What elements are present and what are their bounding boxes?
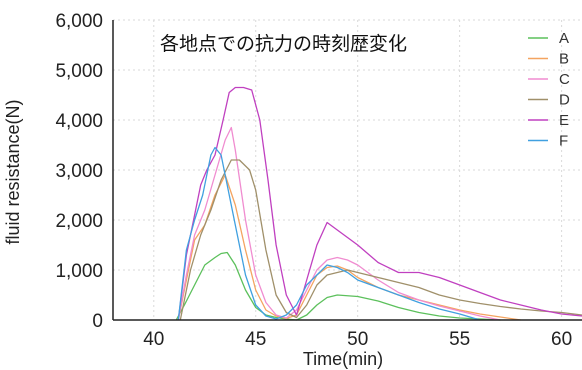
legend-label-d: D: [559, 92, 570, 109]
y-tick-label: 3,000: [55, 161, 103, 182]
grid-lines: [113, 19, 582, 320]
x-tick-label: 55: [449, 329, 470, 350]
series-line-e: [177, 86, 582, 321]
tick-labels: 40 45 50 55 60 0 1,000 2,000 3,000 4,000 5,000 6,00…: [55, 11, 572, 350]
y-tick-label: 1,000: [55, 261, 103, 282]
legend-label-e: E: [559, 112, 569, 129]
legend-label-f: F: [559, 133, 568, 150]
series-lines: [175, 86, 582, 321]
legend-label-c: C: [559, 71, 570, 88]
y-axis-title: fluid resistance(N): [3, 99, 23, 244]
y-tick-label: 0: [92, 311, 103, 332]
axes: [112, 20, 582, 321]
legend-label-a: A: [559, 30, 569, 47]
series-line-c: [177, 126, 501, 321]
series-line-f: [177, 146, 481, 321]
x-tick-label: 50: [347, 329, 368, 350]
x-tick-label: 45: [245, 329, 266, 350]
x-tick-label: 60: [551, 329, 572, 350]
x-tick-label: 40: [143, 329, 164, 350]
series-line-d: [179, 159, 582, 321]
legend-label-b: B: [559, 51, 569, 68]
y-tick-label: 2,000: [55, 211, 103, 232]
x-axis-title: Time(min): [303, 349, 383, 369]
y-tick-label: 6,000: [55, 11, 103, 32]
y-tick-label: 4,000: [55, 111, 103, 132]
series-line-a: [175, 251, 501, 321]
y-tick-label: 5,000: [55, 61, 103, 82]
chart-title: 各地点での抗力の時刻歴変化: [160, 33, 407, 55]
